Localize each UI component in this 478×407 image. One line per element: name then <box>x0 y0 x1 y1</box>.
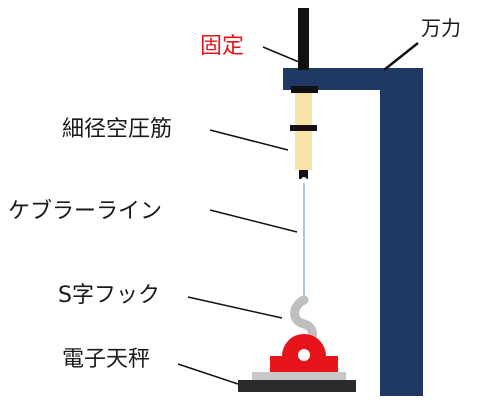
label-universal: 万力 <box>421 16 461 40</box>
pneumatic-muscle <box>290 86 318 183</box>
label-scale: 電子天秤 <box>62 347 150 372</box>
leader-kevlar <box>209 209 298 233</box>
label-fixed: 固定 <box>200 34 244 59</box>
muscle-end-eyelet <box>301 177 307 183</box>
leader-muscle <box>209 129 289 151</box>
scale-top-plate <box>252 372 346 380</box>
leader-universal <box>383 42 419 71</box>
muscle-band <box>290 125 317 131</box>
label-kevlar: ケブラーライン <box>8 199 162 224</box>
leader-scale <box>177 363 239 385</box>
muscle-top-cap <box>291 86 318 93</box>
scale-base <box>238 380 356 392</box>
leader-fixed <box>262 46 300 63</box>
leader-hook <box>187 296 283 319</box>
label-hook: S字フック <box>58 283 160 308</box>
fixed-rod <box>298 8 309 70</box>
clamp-frame <box>283 68 423 396</box>
label-muscle: 細径空圧筋 <box>62 117 172 142</box>
frame-column <box>380 68 423 396</box>
muscle-end-fitting <box>299 170 308 179</box>
leader-lines <box>177 42 419 385</box>
muscle-tube <box>295 93 312 170</box>
holder-hole <box>298 349 310 361</box>
